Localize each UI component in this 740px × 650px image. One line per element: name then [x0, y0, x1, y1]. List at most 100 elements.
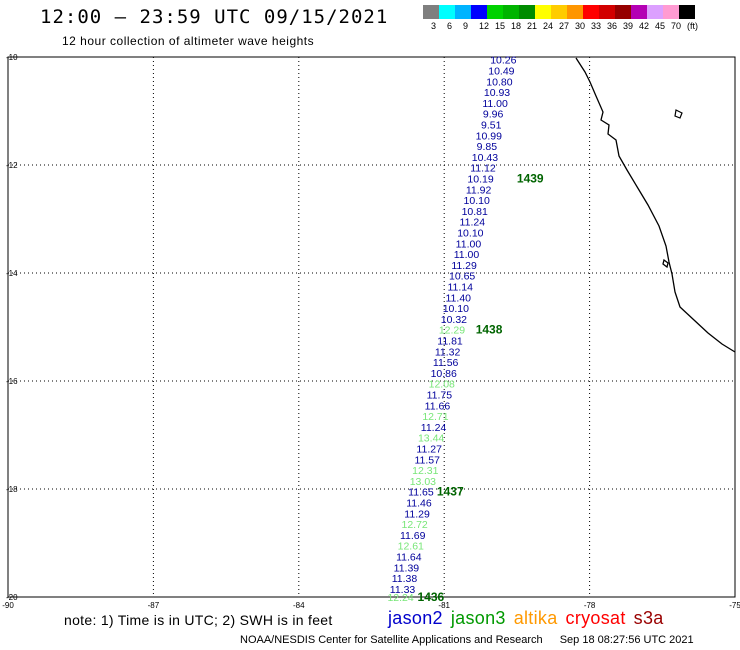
legend-label: 12 [479, 21, 490, 31]
satellite-altika: altika [513, 608, 558, 628]
legend-swatch [439, 5, 455, 19]
wave-height-label: 12.08 [429, 379, 455, 391]
legend-swatch [535, 5, 551, 19]
pass-time-labels: 1439 1438 1437 1436 [418, 172, 544, 605]
wave-height-label: 11.69 [400, 530, 426, 542]
wave-height-label: 10.26 [490, 55, 516, 67]
wave-height-label: 12.72 [401, 519, 427, 531]
lon-tick-label: -75 [729, 601, 740, 610]
wave-height-label: 12.24 [387, 592, 413, 604]
lon-tick-label: -90 [2, 601, 14, 610]
wave-height-label: 12.31 [412, 465, 438, 477]
wave-height-label: 11.24 [460, 217, 486, 229]
legend-swatch [519, 5, 535, 19]
wave-height-label: 10.86 [431, 368, 457, 380]
legend-unit: (ft) [687, 21, 698, 31]
legend-swatch [567, 5, 583, 19]
lat-tick-label: -10 [6, 53, 18, 62]
wave-height-label: 10.80 [486, 76, 512, 88]
coastline-inset [662, 258, 669, 269]
island-outline [674, 109, 683, 119]
wave-height-label: 11.29 [451, 260, 477, 272]
lon-tick-label: -81 [438, 601, 450, 610]
satellite-cryosat: cryosat [565, 608, 626, 628]
wave-height-label: 10.10 [457, 228, 483, 240]
legend-label: 3 [431, 21, 437, 31]
lon-tick-label: -78 [584, 601, 596, 610]
legend-label: 24 [543, 21, 554, 31]
wave-height-label: 10.65 [449, 271, 475, 283]
wave-height-label: 11.29 [404, 508, 430, 520]
wave-height-label: 10.43 [472, 152, 498, 164]
satellite-jason2: jason2 [388, 608, 443, 628]
wave-height-label: 11.14 [447, 282, 473, 294]
legend-label: 33 [591, 21, 602, 31]
wave-height-label: 11.12 [470, 163, 496, 175]
footer-timestamp: Sep 18 08:27:56 UTC 2021 [559, 634, 694, 646]
coastline-path [575, 57, 736, 353]
wave-height-label: 10.49 [488, 66, 514, 78]
wave-height-label: 11.46 [406, 498, 432, 510]
wave-height-label: 10.93 [484, 87, 510, 99]
color-legend: 3 6 9 12 15 18 21 24 27 30 33 36 39 42 45 70 (ft) [423, 5, 703, 31]
legend-swatch [599, 5, 615, 19]
legend-swatch [455, 5, 471, 19]
wave-height-label: 11.00 [456, 238, 482, 250]
map-frame [7, 56, 736, 598]
legend-label: 9 [463, 21, 469, 31]
legend-label: 42 [639, 21, 650, 31]
pass-time-label: 1436 [418, 590, 445, 604]
legend-label: 15 [495, 21, 506, 31]
legend-swatch [615, 5, 631, 19]
legend-swatch [631, 5, 647, 19]
units-note: note: 1) Time is in UTC; 2) SWH is in fe… [64, 612, 333, 628]
wave-height-label: 11.33 [390, 584, 416, 596]
legend-swatch [503, 5, 519, 19]
wave-height-label: 10.10 [464, 195, 490, 207]
wave-height-label: 11.75 [427, 390, 453, 402]
wave-height-label: 13.44 [418, 433, 444, 445]
legend-swatch [663, 5, 679, 19]
map-title: 12:00 – 23:59 UTC 09/15/2021 [40, 6, 389, 28]
legend-label: 36 [607, 21, 618, 31]
map-subtitle: 12 hour collection of altimeter wave hei… [62, 34, 315, 48]
lat-tick-label: -20 [6, 593, 18, 602]
wave-height-label: 9.85 [477, 141, 498, 153]
footer: NOAA/NESDIS Center for Satellite Applica… [240, 634, 694, 646]
wave-height-label: 11.00 [482, 98, 508, 110]
lon-tick-label: -84 [293, 601, 305, 610]
legend-label: 18 [511, 21, 522, 31]
wave-height-label: 11.81 [437, 336, 463, 348]
wave-height-label: 12.61 [398, 541, 424, 553]
wave-height-label: 12.71 [422, 411, 448, 423]
pass-time-label: 1439 [517, 172, 544, 186]
wave-height-label: 10.32 [441, 314, 467, 326]
wave-height-label: 11.66 [425, 400, 451, 412]
wave-height-track: 10.2610.4910.8010.9311.009.969.5110.999.… [387, 55, 516, 604]
legend-label: 21 [527, 21, 538, 31]
lat-tick-label: -18 [6, 485, 18, 494]
legend-swatch [423, 5, 439, 19]
legend-label: 27 [559, 21, 570, 31]
legend-label: 45 [655, 21, 666, 31]
wave-height-label: 11.00 [454, 249, 480, 261]
footer-org: NOAA/NESDIS Center for Satellite Applica… [240, 634, 543, 646]
wave-height-label: 11.92 [466, 184, 492, 196]
legend-swatches [423, 5, 703, 19]
lat-tick-label: -14 [6, 269, 18, 278]
satellite-jason3: jason3 [450, 608, 506, 628]
legend-label: 30 [575, 21, 586, 31]
wave-height-label: 9.51 [481, 120, 502, 132]
wave-height-label: 10.10 [443, 303, 469, 315]
legend-swatch [551, 5, 567, 19]
wave-height-label: 11.32 [435, 346, 461, 358]
wave-height-label: 11.56 [433, 357, 459, 369]
satellite-legend: jason2 jason3 altika cryosat s3a [388, 608, 672, 629]
legend-swatch [471, 5, 487, 19]
wave-height-label: 9.96 [483, 109, 504, 121]
wave-height-label: 11.39 [394, 562, 420, 574]
lon-tick-label: -87 [148, 601, 160, 610]
wave-height-label: 12.29 [439, 325, 465, 337]
pass-time-label: 1437 [437, 485, 464, 499]
